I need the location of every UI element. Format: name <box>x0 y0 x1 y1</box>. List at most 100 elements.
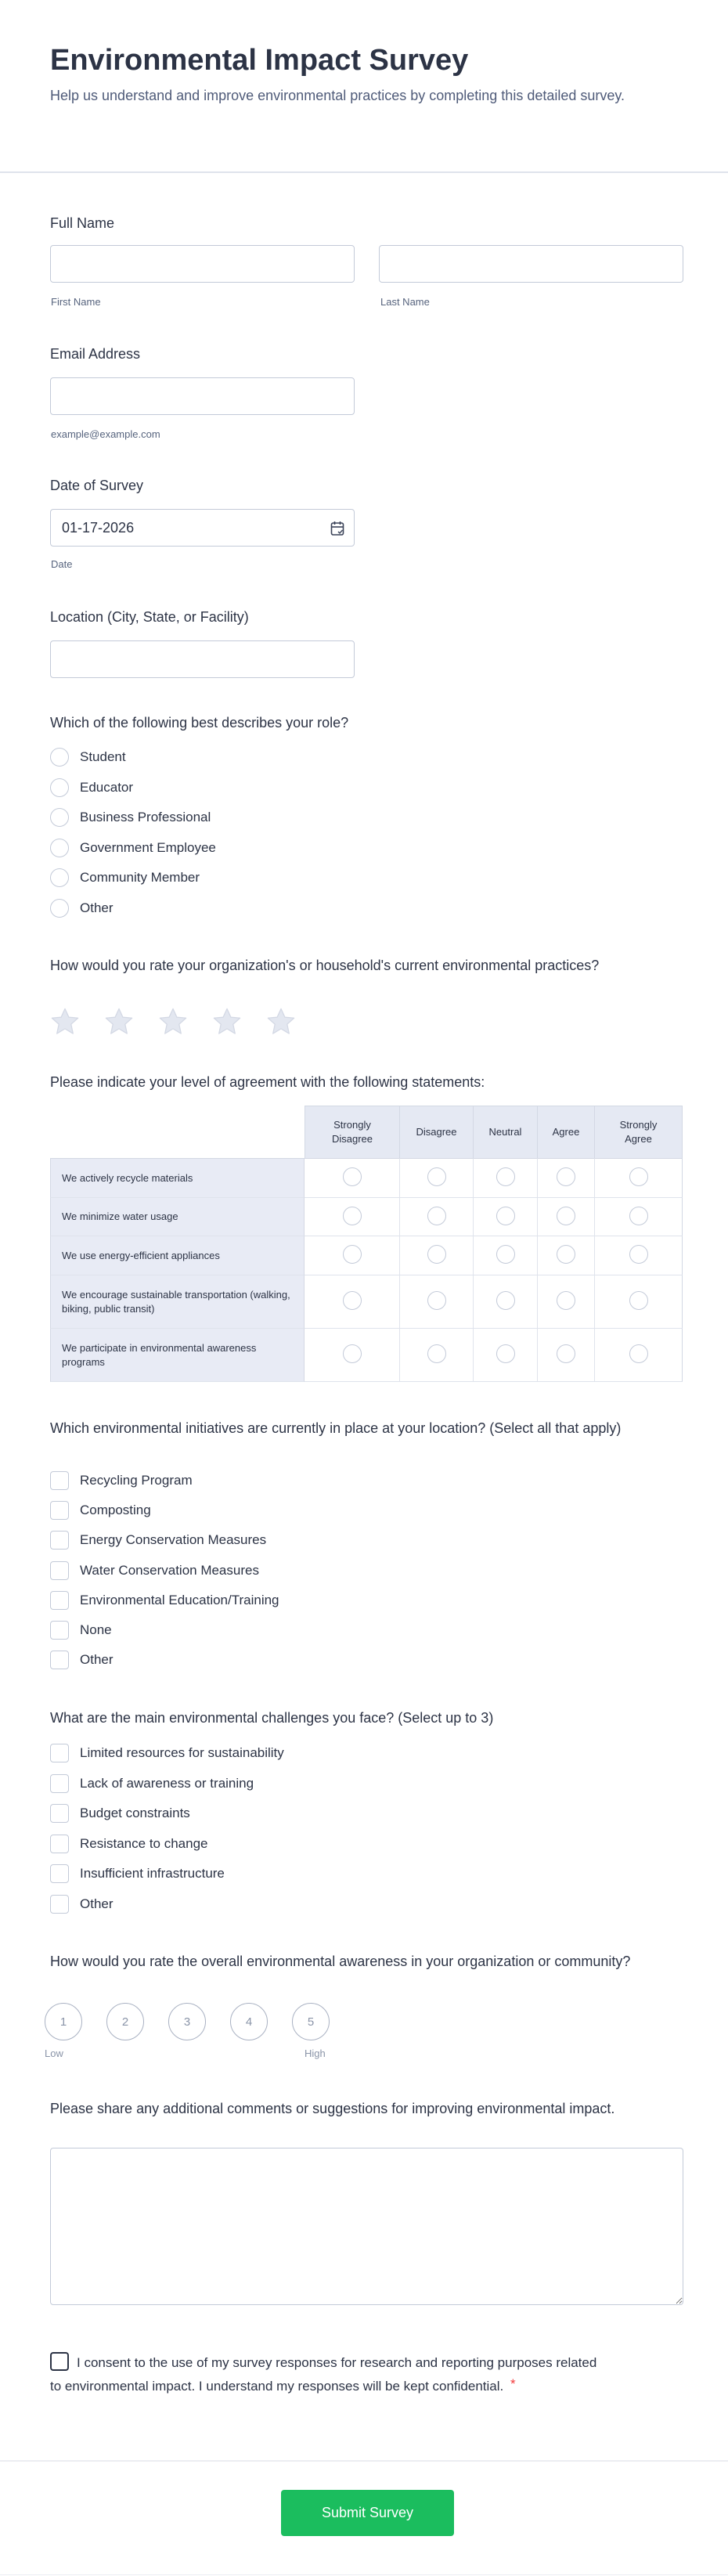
star-icon[interactable] <box>104 1007 134 1037</box>
matrix-radio-button[interactable] <box>557 1344 575 1363</box>
scale-option[interactable]: 2 <box>106 2003 144 2040</box>
matrix-cell <box>305 1275 400 1329</box>
matrix-radio-button[interactable] <box>427 1206 446 1225</box>
radio-button[interactable] <box>50 868 69 888</box>
radio-button[interactable] <box>50 899 69 918</box>
initiative-option[interactable]: Other <box>50 1650 114 1670</box>
matrix-radio-button[interactable] <box>427 1245 446 1264</box>
matrix-cell <box>400 1198 474 1236</box>
scale-option[interactable]: 5 <box>292 2003 330 2040</box>
role-option[interactable]: Government Employee <box>50 838 216 858</box>
radio-button[interactable] <box>50 777 69 797</box>
initiative-option[interactable]: None <box>50 1620 112 1640</box>
scale-high-label: High <box>305 2047 326 2059</box>
radio-button[interactable] <box>50 808 69 828</box>
matrix-column-header: Disagree <box>400 1106 474 1158</box>
role-option[interactable]: Community Member <box>50 868 200 888</box>
matrix-radio-button[interactable] <box>342 1167 362 1186</box>
checkbox[interactable] <box>50 1834 69 1853</box>
matrix-cell <box>595 1158 683 1198</box>
matrix-radio-button[interactable] <box>342 1206 362 1225</box>
first-name-input[interactable] <box>50 245 355 283</box>
matrix-radio-button[interactable] <box>557 1167 575 1186</box>
initiative-option[interactable]: Recycling Program <box>50 1470 193 1491</box>
matrix-radio-button[interactable] <box>557 1245 575 1264</box>
practices-question: How would you rate your organization's o… <box>50 958 600 973</box>
matrix-radio-button[interactable] <box>557 1291 575 1310</box>
matrix-radio-button[interactable] <box>496 1245 515 1264</box>
checkbox[interactable] <box>50 1590 69 1610</box>
radio-button[interactable] <box>50 748 69 767</box>
challenges-question: What are the main environmental challeng… <box>50 1710 494 1726</box>
matrix-radio-button[interactable] <box>427 1344 446 1363</box>
matrix-radio-button[interactable] <box>427 1167 446 1186</box>
awareness-question: How would you rate the overall environme… <box>50 1954 631 1969</box>
matrix-radio-button[interactable] <box>629 1291 648 1310</box>
location-input[interactable] <box>50 640 355 678</box>
matrix-radio-button[interactable] <box>629 1245 648 1264</box>
page-subtitle: Help us understand and improve environme… <box>50 88 625 103</box>
challenge-option[interactable]: Budget constraints <box>50 1803 190 1824</box>
matrix-radio-button[interactable] <box>557 1206 575 1225</box>
challenge-option[interactable]: Insufficient infrastructure <box>50 1863 225 1884</box>
role-option[interactable]: Business Professional <box>50 807 211 828</box>
last-name-sublabel: Last Name <box>380 296 430 308</box>
date-input[interactable]: 01-17-2026 <box>50 509 355 547</box>
checkbox[interactable] <box>50 1804 69 1824</box>
comments-textarea[interactable] <box>50 2148 683 2305</box>
challenge-option[interactable]: Lack of awareness or training <box>50 1773 254 1794</box>
scale-option[interactable]: 1 <box>45 2003 82 2040</box>
role-option[interactable]: Student <box>50 747 126 767</box>
checkbox[interactable] <box>50 1471 69 1490</box>
role-option[interactable]: Other <box>50 898 114 918</box>
last-name-input[interactable] <box>379 245 683 283</box>
checkbox[interactable] <box>50 1864 69 1884</box>
initiative-option[interactable]: Composting <box>50 1500 151 1521</box>
scale-option[interactable]: 3 <box>168 2003 206 2040</box>
initiative-option[interactable]: Energy Conservation Measures <box>50 1530 266 1550</box>
matrix-radio-button[interactable] <box>629 1206 648 1225</box>
star-icon[interactable] <box>212 1007 242 1037</box>
initiative-option[interactable]: Water Conservation Measures <box>50 1560 259 1581</box>
checkbox[interactable] <box>50 1651 69 1670</box>
scale-low-label: Low <box>45 2047 63 2059</box>
checkbox[interactable] <box>50 1895 69 1914</box>
role-option[interactable]: Educator <box>50 777 133 798</box>
star-icon[interactable] <box>266 1007 296 1037</box>
matrix-radio-button[interactable] <box>629 1344 648 1363</box>
matrix-radio-button[interactable] <box>629 1167 648 1186</box>
matrix-radio-button[interactable] <box>427 1291 446 1310</box>
star-rating[interactable] <box>50 1007 296 1037</box>
matrix-radio-button[interactable] <box>342 1291 362 1310</box>
checkbox[interactable] <box>50 1744 69 1762</box>
matrix-radio-button[interactable] <box>496 1344 515 1363</box>
challenge-option[interactable]: Limited resources for sustainability <box>50 1743 284 1763</box>
email-input[interactable] <box>50 377 355 415</box>
full-name-label: Full Name <box>50 215 115 231</box>
star-icon[interactable] <box>158 1007 188 1037</box>
agreement-matrix: Strongly Disagree Disagree Neutral Agree Str… <box>50 1106 683 1382</box>
initiative-option-label: Energy Conservation Measures <box>80 1532 267 1548</box>
calendar-icon[interactable] <box>330 521 344 536</box>
checkbox[interactable] <box>50 1621 69 1640</box>
challenge-option[interactable]: Resistance to change <box>50 1834 208 1854</box>
checkbox[interactable] <box>50 1531 69 1550</box>
star-icon[interactable] <box>50 1007 80 1037</box>
radio-button[interactable] <box>50 838 69 857</box>
matrix-cell <box>538 1236 595 1275</box>
matrix-radio-button[interactable] <box>342 1344 362 1363</box>
checkbox[interactable] <box>50 1501 69 1521</box>
role-option-label: Business Professional <box>80 810 211 825</box>
matrix-radio-button[interactable] <box>496 1167 515 1186</box>
matrix-radio-button[interactable] <box>342 1245 362 1264</box>
submit-button[interactable]: Submit Survey <box>281 2490 454 2536</box>
checkbox[interactable] <box>50 1773 69 1793</box>
matrix-row-label: We use energy-efficient appliances <box>50 1236 305 1275</box>
challenge-option[interactable]: Other <box>50 1894 114 1914</box>
checkbox[interactable] <box>50 1560 69 1580</box>
scale-option[interactable]: 4 <box>230 2003 268 2040</box>
consent-checkbox[interactable] <box>50 2352 69 2371</box>
matrix-radio-button[interactable] <box>496 1206 515 1225</box>
initiative-option[interactable]: Environmental Education/Training <box>50 1590 279 1611</box>
matrix-radio-button[interactable] <box>496 1291 515 1310</box>
